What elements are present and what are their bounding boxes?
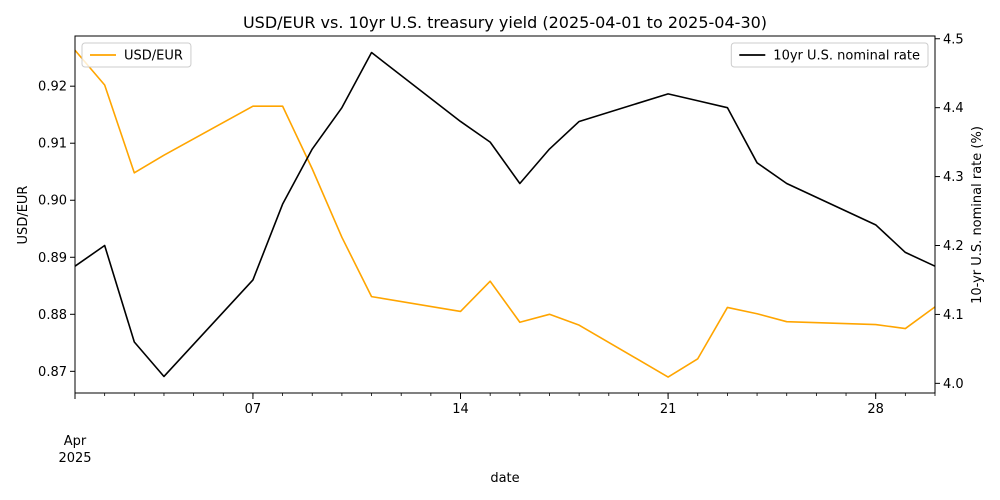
right-axis-tick-label: 4.3: [943, 170, 964, 185]
left-axis-label: USD/EUR: [16, 186, 31, 245]
series-line-10yr-rate: [74, 51, 936, 378]
right-axis-label: 10-yr U.S. nominal rate (%): [970, 126, 985, 304]
legend-label: USD/EUR: [124, 49, 183, 64]
x-axis-tick-label: 14: [452, 402, 469, 417]
x-axis-tick-sublabel: 2025: [58, 451, 91, 466]
right-axis-tick-label: 4.4: [943, 101, 964, 116]
chart-title: USD/EUR vs. 10yr U.S. treasury yield (20…: [243, 13, 767, 32]
x-axis-tick-label: Apr: [64, 434, 87, 449]
left-axis-tick-label: 0.87: [38, 365, 67, 380]
left-axis-tick-label: 0.90: [38, 194, 67, 209]
right-axis-tick-label: 4.1: [943, 308, 964, 323]
series-line-usd-eur: [74, 49, 936, 378]
x-axis-tick-label: 07: [245, 402, 262, 417]
right-axis-tick-label: 4.0: [943, 377, 964, 392]
left-axis-tick-label: 0.91: [38, 137, 67, 152]
left-axis-tick-label: 0.92: [38, 80, 67, 95]
x-axis-label: date: [490, 471, 519, 486]
legend-box: [730, 42, 929, 68]
left-axis-tick-label: 0.88: [38, 308, 67, 323]
left-axis-tick-label: 0.89: [38, 251, 67, 266]
x-axis-tick-label: 21: [660, 402, 677, 417]
right-axis-tick-label: 4.2: [943, 239, 964, 254]
legend-box: [81, 42, 192, 68]
legend-10yr-rate: 10yr U.S. nominal rate: [730, 42, 929, 68]
legend-label: 10yr U.S. nominal rate: [773, 49, 920, 64]
right-axis-tick-label: 4.5: [943, 32, 964, 47]
plot-area: [75, 36, 935, 393]
x-axis-tick-label: 28: [867, 402, 884, 417]
axes-layer: 0.87 0.88 0.89 0.90 0.91 0.92 4.0 4.1 4.2 4.3 4.4 4…: [38, 32, 964, 466]
legend-usd-eur: USD/EUR: [81, 42, 192, 68]
plot-frame: [74, 35, 936, 394]
